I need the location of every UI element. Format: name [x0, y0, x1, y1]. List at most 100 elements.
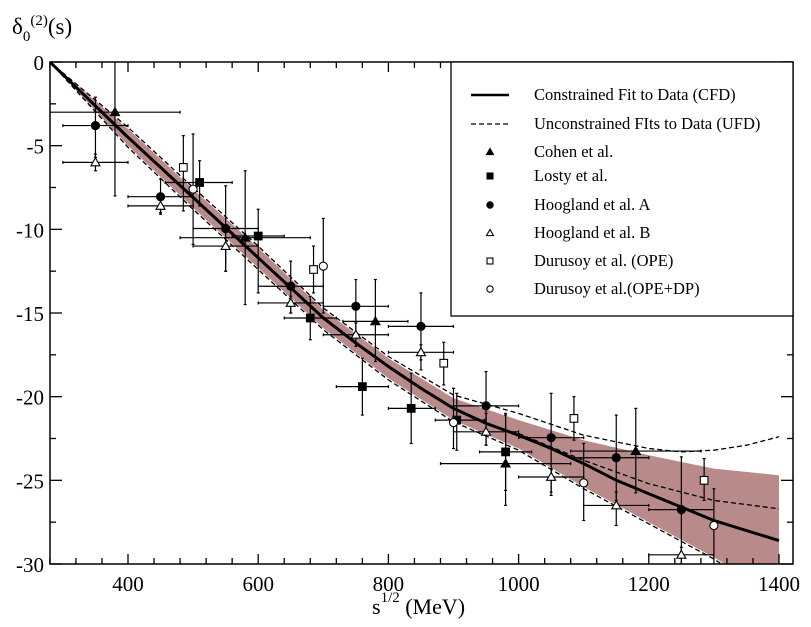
marker-circle-filled	[90, 120, 101, 131]
data-point	[478, 412, 533, 491]
marker-square-open	[699, 475, 709, 485]
data-point	[335, 357, 389, 416]
axes: 400 600 800 1000 1200 1400 0 -5 -10 -15 -20 -25 -30	[16, 51, 800, 596]
legend-label: Constrained Fit to Data (CFD)	[534, 85, 736, 104]
legend-label: Hoogland et al. B	[534, 223, 650, 242]
legend-label: Hoogland et al. A	[534, 195, 650, 214]
legend-circle-filled-icon	[486, 201, 494, 209]
data-point	[648, 546, 715, 564]
data-point	[50, 62, 181, 197]
marker-square-filled	[501, 447, 510, 457]
data-point	[517, 468, 585, 496]
marker-square-open	[309, 265, 318, 274]
y-tick-label: -10	[16, 218, 44, 242]
legend-label: Cohen et al.	[534, 142, 613, 161]
marker-triangle-filled	[109, 106, 121, 117]
data-point	[318, 217, 328, 314]
data-point	[583, 491, 650, 527]
x-tick-label: 1400	[758, 572, 800, 596]
data-point	[387, 372, 436, 445]
marker-circle-filled	[546, 433, 556, 443]
marker-triangle-open	[350, 329, 362, 339]
legend-label: Unconstrained FIts to Data (UFD)	[534, 114, 760, 133]
marker-square-filled	[305, 313, 315, 323]
marker-square-filled	[406, 404, 416, 413]
data-point	[231, 208, 285, 294]
legend-triangle-open-icon	[485, 228, 495, 237]
legend-label: Durusoy et al.(OPE+DP)	[534, 279, 700, 298]
x-tick-label: 1200	[628, 572, 670, 596]
data-point	[192, 237, 259, 272]
x-tick-label: 600	[242, 572, 274, 596]
marker-circle-filled	[416, 321, 426, 331]
marker-triangle-open	[155, 200, 166, 210]
data-point	[709, 488, 719, 564]
x-tick-label: 1000	[498, 572, 540, 596]
data-point	[164, 160, 233, 207]
data-point	[570, 414, 650, 502]
y-tick-label: -20	[16, 386, 44, 410]
x-tick-label: 400	[112, 572, 144, 596]
data-point	[387, 344, 455, 371]
marker-square-filled	[195, 178, 204, 187]
error-band	[50, 62, 779, 564]
data-point	[579, 442, 589, 522]
series-durusoy-et-al-ope-	[178, 135, 709, 502]
data-point	[62, 153, 129, 172]
marker-circle-filled	[351, 301, 361, 311]
marker-square-open	[439, 358, 449, 368]
data-point	[387, 292, 455, 361]
marker-square-filled	[253, 231, 263, 241]
marker-triangle-open	[90, 156, 101, 167]
y-tick-label: -30	[16, 553, 44, 577]
data-point	[569, 396, 579, 441]
marker-triangle-filled	[630, 445, 642, 455]
marker-circle-filled	[481, 401, 491, 411]
marker-circle-filled	[286, 281, 296, 291]
marker-triangle-filled	[239, 232, 251, 242]
legend-square-filled-icon	[486, 172, 494, 180]
marker-square-open	[569, 414, 579, 423]
legend: Constrained Fit to Data (CFD) Unconstrain…	[450, 61, 794, 317]
data-point	[570, 407, 702, 494]
marker-triangle-filled	[369, 315, 381, 326]
marker-circle-filled	[676, 505, 686, 515]
data-point	[448, 387, 459, 450]
marker-square-filled	[357, 382, 367, 392]
y-tick-label: -15	[16, 302, 44, 326]
legend-square-open-icon	[486, 257, 494, 265]
marker-triangle-open	[285, 297, 297, 307]
data-point	[127, 198, 194, 215]
data-point	[188, 133, 198, 245]
data-point	[439, 341, 449, 386]
x-axis-title: s1/2 (MeV)	[372, 590, 465, 619]
y-tick-label: 0	[34, 51, 45, 75]
data-point	[179, 170, 311, 306]
y-tick-label: -25	[16, 469, 44, 493]
marker-circle-open	[709, 520, 719, 531]
data-point	[62, 96, 129, 158]
legend-label: Losty et al.	[534, 166, 608, 185]
marker-triangle-open	[675, 549, 687, 559]
x-tick-label: 800	[373, 572, 405, 596]
series-durusoy-et-al-ope-dp-	[188, 133, 719, 564]
ufd-curve-0	[50, 62, 780, 453]
series-hoogland-et-al-b	[62, 153, 715, 564]
data-point	[342, 278, 409, 363]
data-point	[178, 135, 188, 212]
plot-area	[50, 62, 780, 564]
data-point	[699, 457, 709, 502]
series-losty-et-al-	[164, 160, 533, 491]
marker-circle-filled	[221, 223, 231, 234]
marker-square-open	[178, 163, 188, 172]
marker-circle-open	[318, 261, 328, 271]
legend-triangle-filled-icon	[485, 147, 495, 156]
marker-triangle-open	[610, 499, 622, 510]
marker-circle-filled	[611, 453, 621, 463]
marker-triangle-open	[220, 240, 232, 250]
legend-circle-open-icon	[486, 285, 494, 293]
marker-circle-open	[579, 478, 589, 488]
marker-triangle-open	[480, 426, 492, 436]
data-point	[257, 295, 324, 314]
